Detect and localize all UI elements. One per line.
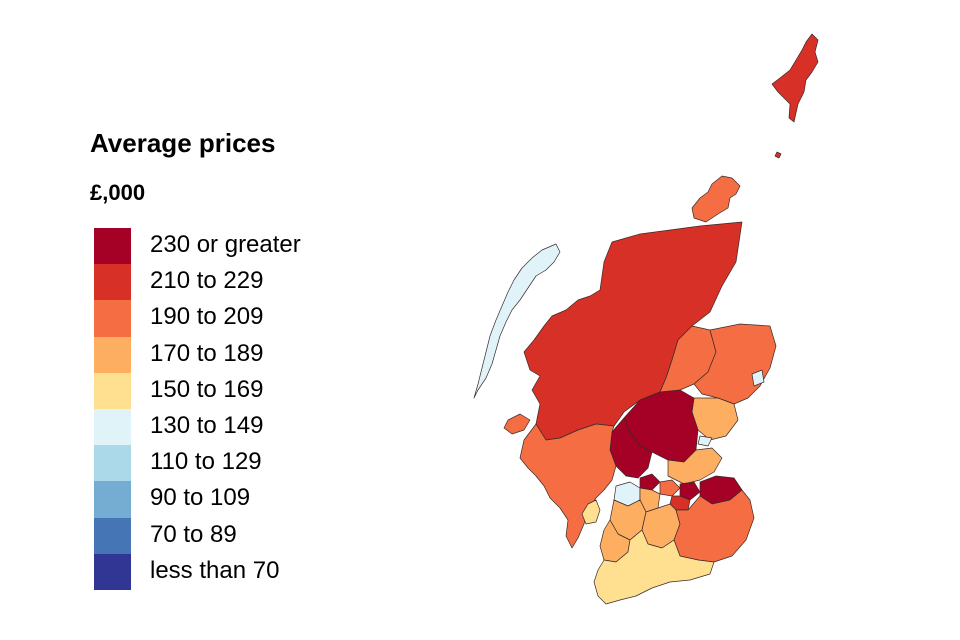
region-aberdeen-city [751, 369, 765, 387]
region-west-lothian [659, 479, 681, 497]
legend-swatch [94, 228, 131, 265]
region-argyll-islay [503, 413, 531, 435]
region-isle-of-arran [581, 499, 601, 525]
legend-item: 230 or greater [94, 228, 394, 265]
legend-item: 210 to 229 [94, 264, 394, 301]
legend-swatch [94, 300, 131, 337]
region-shetland-islands-south [774, 151, 782, 159]
legend-swatch [94, 336, 131, 373]
legend-item: 70 to 89 [94, 517, 394, 554]
legend-swatch [94, 517, 131, 554]
legend-label: less than 70 [150, 556, 280, 584]
legend-label: 110 to 129 [150, 448, 262, 476]
region-na-h-eileanan-siar [473, 243, 561, 399]
region-argyll-and-bute [519, 423, 617, 549]
legend-label: 70 to 89 [150, 520, 237, 548]
legend-swatch [94, 481, 131, 518]
legend-swatch [94, 445, 131, 482]
legend-item: 110 to 129 [94, 445, 394, 482]
legend-label: 90 to 109 [150, 484, 251, 512]
legend-item: 170 to 189 [94, 336, 394, 373]
legend-label: 130 to 149 [150, 412, 264, 439]
legend-label: 210 to 229 [150, 267, 264, 295]
region-angus [691, 397, 739, 441]
legend-swatch [94, 553, 131, 590]
legend-title: Average prices [90, 128, 276, 158]
region-east-dunbartonshire [639, 473, 661, 491]
legend-swatch [94, 264, 131, 301]
legend-item: 130 to 149 [94, 409, 394, 446]
legend-item: 190 to 209 [94, 300, 394, 337]
legend-label: 150 to 169 [150, 375, 264, 403]
region-dundee-city [697, 435, 713, 447]
region-dumfries-and-galloway [593, 529, 715, 605]
legend-label: 170 to 189 [150, 339, 264, 367]
region-shetland-islands [771, 33, 819, 123]
region-fife [667, 447, 723, 485]
legend-item: 90 to 109 [94, 481, 394, 518]
legend-item: less than 70 [94, 553, 394, 590]
legend-label: 230 or greater [150, 231, 301, 258]
legend-subtitle: £,000 [90, 180, 146, 205]
legend-swatch [94, 372, 131, 409]
legend-label: 190 to 209 [150, 303, 264, 331]
region-city-of-edinburgh [679, 481, 701, 501]
legend-swatch [94, 409, 131, 446]
legend-item: 150 to 169 [94, 372, 394, 409]
region-orkney-islands [691, 175, 741, 223]
